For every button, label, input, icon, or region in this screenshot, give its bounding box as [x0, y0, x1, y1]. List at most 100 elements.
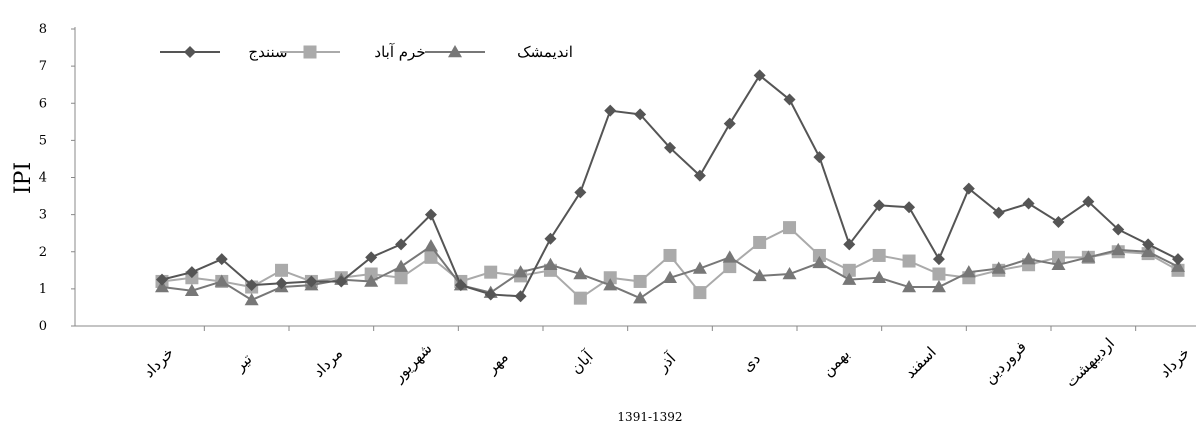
x-category-label: خرداد	[140, 344, 178, 382]
x-category-label: شهریور	[389, 340, 436, 387]
x-category-label: فروردین	[980, 338, 1030, 388]
y-tick-label: 4	[39, 171, 47, 186]
data-point	[723, 260, 737, 274]
data-point	[931, 280, 946, 293]
data-point	[843, 238, 856, 251]
data-point	[723, 117, 736, 130]
data-point	[215, 253, 228, 266]
data-point	[364, 274, 379, 287]
data-point	[633, 274, 647, 288]
y-tick-label: 3	[39, 208, 47, 223]
x-category-label: تیر	[230, 350, 255, 375]
data-point	[513, 265, 528, 278]
data-point	[932, 253, 945, 266]
data-point	[1142, 238, 1155, 251]
data-point	[275, 263, 289, 277]
data-point	[1082, 195, 1095, 208]
x-category-label: آبان	[567, 347, 597, 377]
legend-marker	[448, 45, 462, 58]
data-point	[603, 278, 618, 291]
data-point	[664, 141, 676, 154]
legend-entry: سنندج	[160, 43, 288, 61]
data-point	[753, 235, 767, 249]
data-point	[394, 271, 408, 285]
data-point	[245, 279, 258, 292]
legend-marker	[303, 45, 317, 59]
data-point	[454, 279, 467, 292]
data-point	[1081, 250, 1096, 263]
y-tick-label: 7	[39, 59, 47, 74]
data-point	[156, 273, 168, 286]
data-point	[633, 291, 648, 304]
x-category-label: مرداد	[309, 344, 346, 381]
data-point	[692, 261, 707, 274]
data-point	[395, 238, 408, 251]
data-point	[902, 280, 917, 293]
data-point	[783, 93, 796, 106]
data-point	[1022, 197, 1035, 210]
data-point	[514, 290, 527, 303]
data-point	[663, 248, 677, 262]
data-point	[185, 266, 198, 279]
x-category-label: اردیبهشت	[1062, 334, 1118, 390]
data-point	[752, 268, 767, 282]
data-point	[573, 267, 588, 280]
data-point	[722, 250, 737, 263]
x-category-label: دی	[738, 350, 764, 376]
data-point	[364, 267, 378, 281]
data-point	[604, 104, 617, 117]
data-point	[184, 283, 199, 296]
legend-label: سنندج	[248, 43, 287, 61]
data-point	[544, 232, 557, 245]
data-point	[812, 255, 827, 269]
data-point	[753, 69, 766, 82]
data-point	[424, 250, 438, 264]
data-point	[573, 291, 587, 305]
data-point	[484, 288, 497, 301]
y-tick-label: 2	[39, 245, 47, 260]
data-point	[603, 271, 617, 285]
data-point	[902, 254, 916, 268]
data-point	[1172, 253, 1184, 266]
x-axis-categories: خرداد تیر مرداد شهریور مهر آبان آذر دی بهمن اسفند…	[140, 326, 1194, 391]
data-point	[155, 280, 169, 293]
data-point	[962, 182, 975, 195]
data-point	[1171, 259, 1185, 272]
data-point	[992, 206, 1005, 219]
data-point	[842, 263, 856, 277]
data-point	[365, 251, 378, 264]
data-point	[335, 275, 348, 288]
data-point	[812, 248, 826, 262]
data-point	[1111, 242, 1126, 256]
data-point	[991, 261, 1006, 274]
data-point	[214, 274, 229, 287]
data-point	[1051, 250, 1065, 264]
data-point	[574, 186, 587, 199]
data-point	[244, 293, 259, 306]
series-diamond	[156, 69, 1184, 303]
x-category-label: خرداد	[1156, 344, 1194, 382]
x-category-label: اسفند	[901, 343, 940, 382]
data-point	[872, 248, 886, 262]
data-point	[873, 199, 886, 212]
data-point	[782, 267, 797, 280]
legend-entry: اندیمشک	[425, 43, 573, 61]
y-axis-ticks: 0 1 2 3 4 5 6 7 8	[39, 22, 75, 334]
data-point	[484, 265, 498, 279]
y-tick-label: 0	[39, 319, 47, 334]
legend-entry: خرم آباد	[280, 43, 426, 61]
data-point	[693, 169, 706, 182]
data-point	[543, 257, 558, 270]
data-point	[693, 286, 707, 300]
data-point	[424, 208, 437, 221]
data-point	[813, 151, 826, 164]
data-point	[275, 277, 288, 290]
data-point	[394, 259, 409, 272]
y-tick-label: 8	[39, 22, 47, 37]
data-point	[423, 239, 438, 252]
data-point	[634, 108, 647, 121]
legend-label: اندیمشک	[517, 43, 573, 61]
legend-marker	[184, 46, 196, 58]
legend: سنندج خرم آباد اندیمشک	[160, 43, 573, 61]
